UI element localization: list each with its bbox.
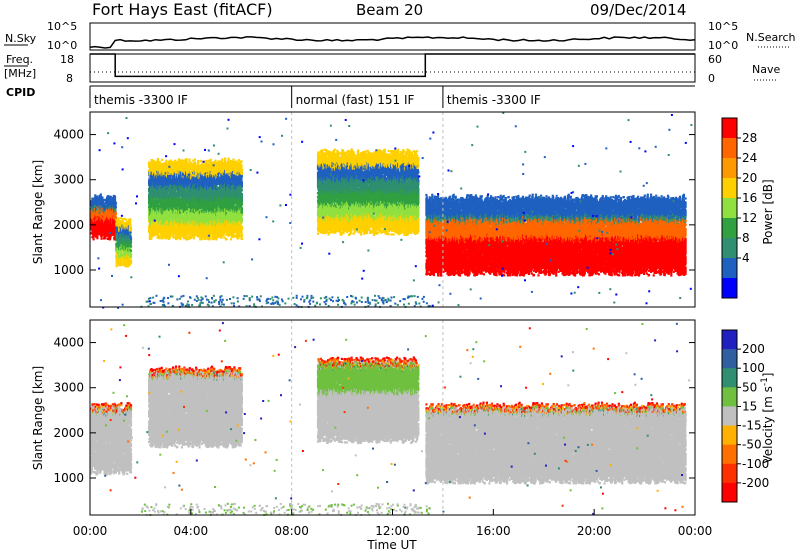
nsky-label: N.Sky: [5, 32, 37, 45]
echo-cell: [96, 235, 98, 237]
freq-tick-bottom: 8: [66, 72, 73, 85]
echo-cell: [114, 195, 116, 197]
echo-cell: [93, 238, 95, 240]
freq-label-1: Freq.: [6, 53, 33, 66]
echo-cell: [110, 196, 112, 198]
nsky-panel: N.Sky 10^5 10^0 10^5 10^0 N.Search: [4, 20, 796, 52]
nsky-line: [90, 37, 695, 48]
freq-tick-top: 18: [60, 53, 74, 66]
echo-cell: [101, 238, 103, 240]
cpid-label: CPID: [6, 86, 35, 99]
nsearch-tick-top: 10^5: [708, 20, 738, 33]
nsearch-label: N.Search: [746, 31, 796, 44]
freq-panel: Freq. [MHz] 18 8 60 0 Nave: [4, 53, 780, 85]
echo-cell: [101, 197, 103, 199]
cpid-segments: themis -3300 IF normal (fast) 151 IF themi…: [90, 86, 695, 108]
freq-label-2: [MHz]: [4, 67, 36, 80]
echo-cell: [112, 197, 114, 199]
echo-cell: [109, 236, 111, 238]
nave-label: Nave: [752, 63, 780, 76]
nsky-trace: [90, 37, 695, 48]
station-title: Fort Hays East (fitACF): [92, 0, 273, 19]
nsky-tick-top: 10^5: [47, 20, 77, 33]
nsky-tick-bottom: 10^0: [47, 39, 77, 52]
date-title: 09/Dec/2014: [590, 1, 686, 19]
echo-cell: [100, 193, 102, 195]
nave-tick-top: 60: [708, 53, 722, 66]
echo-cell: [114, 210, 116, 212]
echo-cell: [104, 237, 106, 239]
freq-line: [90, 54, 695, 76]
nsearch-tick-bottom: 10^0: [708, 39, 738, 52]
power-data: [90, 112, 692, 309]
nsky-frame: [90, 23, 695, 50]
echo-cell: [96, 237, 98, 239]
freq-frame: [90, 54, 695, 82]
nave-tick-bottom: 0: [708, 72, 715, 85]
cpid-segment-label: themis -3300 IF: [94, 93, 188, 107]
radar-summary-plot: Fort Hays East (fitACF) Beam 20 09/Dec/2…: [0, 0, 800, 554]
cpid-panel: CPID themis -3300 IF normal (fast) 151 IF…: [6, 86, 695, 108]
cpid-segment-label: normal (fast) 151 IF: [296, 93, 415, 107]
echo-cell: [114, 200, 116, 202]
echo-cell: [114, 198, 116, 200]
cpid-segment-label: themis -3300 IF: [447, 93, 541, 107]
beam-title: Beam 20: [356, 1, 423, 19]
